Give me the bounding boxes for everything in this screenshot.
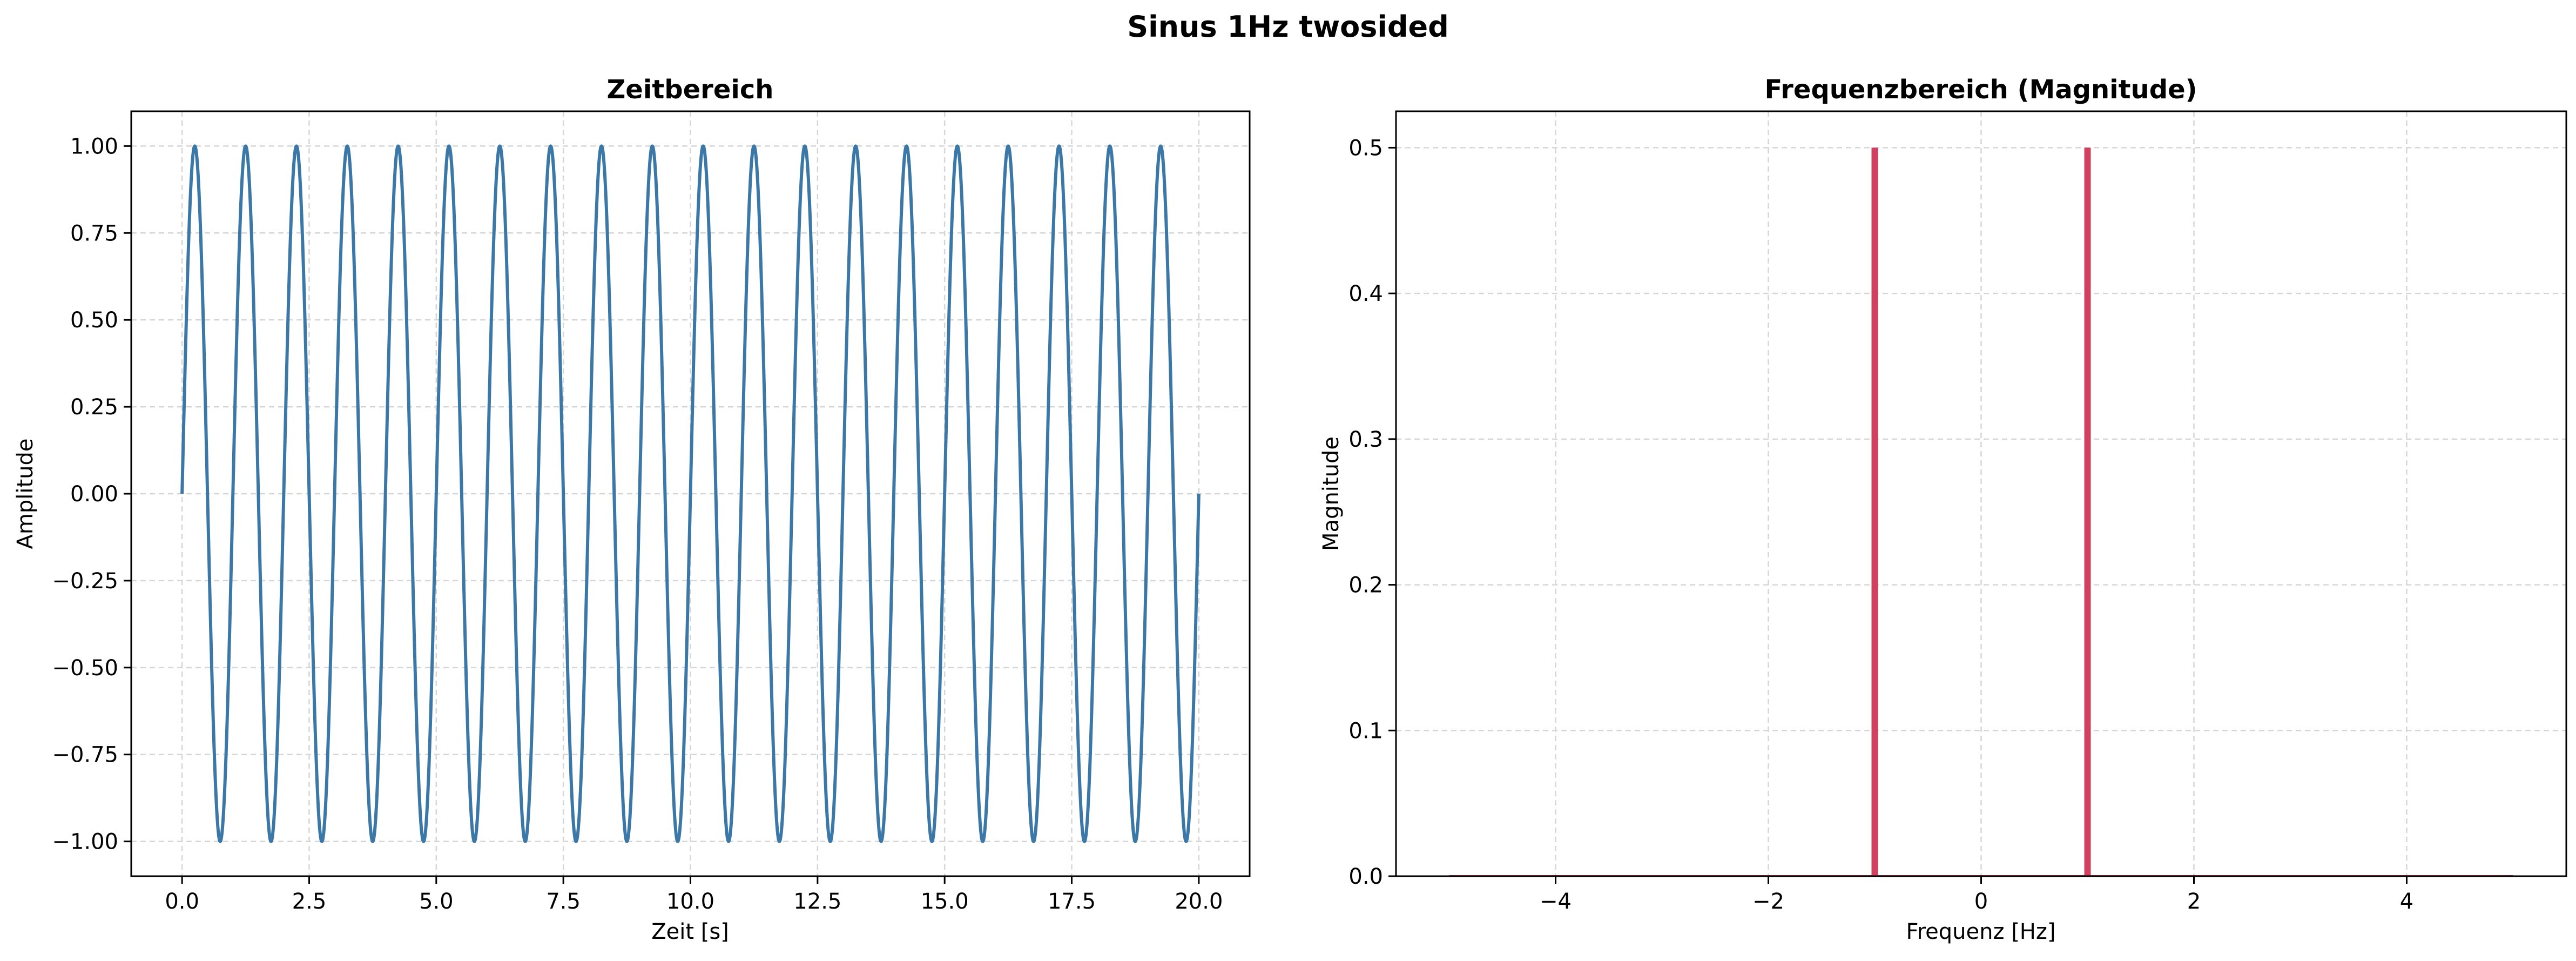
magnitude-peak-bar — [1871, 147, 1878, 876]
time-domain-x-tick-label: 17.5 — [1048, 889, 1096, 914]
time-domain-y-tick-label: −1.00 — [52, 830, 118, 855]
time-domain-x-tick-label: 12.5 — [793, 889, 841, 914]
frequency-domain-y-axis-label: Magnitude — [1319, 436, 1344, 551]
frequency-domain-x-tick-label: 4 — [2400, 889, 2413, 914]
time-domain-x-tick-label: 2.5 — [292, 889, 327, 914]
frequency-domain-x-tick-label: −2 — [1752, 889, 1784, 914]
frequency-domain-y-tick-label: 0.0 — [1348, 864, 1383, 889]
time-domain-title: Zeitbereich — [607, 75, 774, 105]
frequency-domain-title: Frequenzbereich (Magnitude) — [1764, 75, 2197, 105]
time-domain-y-tick-label: 1.00 — [70, 134, 118, 159]
time-domain-y-axis-label: Amplitude — [13, 439, 38, 549]
figure-title: Sinus 1Hz twosided — [1127, 10, 1449, 44]
time-domain-panel: Zeitbereich 0.0 2.5 5.0 7.5 10.0 12.5 15.0 17.5… — [13, 75, 1251, 944]
time-domain-y-tick-label: −0.75 — [52, 743, 118, 768]
time-domain-x-ticks: 0.0 2.5 5.0 7.5 10.0 12.5 15.0 17.5 20.0 — [165, 876, 1223, 914]
sine-wave-line — [180, 144, 1201, 843]
time-domain-x-axis-label: Zeit [s] — [651, 919, 729, 944]
time-domain-series — [180, 144, 1201, 843]
frequency-domain-x-tick-label: 2 — [2187, 889, 2201, 914]
time-domain-x-tick-label: 15.0 — [921, 889, 969, 914]
time-domain-y-tick-label: 0.00 — [70, 482, 118, 507]
time-domain-y-tick-label: −0.50 — [52, 656, 118, 681]
frequency-domain-y-tick-label: 0.5 — [1348, 136, 1383, 160]
time-domain-x-tick-label: 5.0 — [419, 889, 454, 914]
time-domain-y-tick-label: 0.75 — [70, 221, 118, 246]
frequency-domain-x-tick-label: −4 — [1540, 889, 1572, 914]
frequency-domain-x-ticks: −4 −2 0 2 4 — [1540, 876, 2413, 914]
time-domain-x-tick-label: 0.0 — [165, 889, 199, 914]
frequency-domain-y-tick-label: 0.4 — [1348, 281, 1383, 306]
time-domain-x-tick-label: 7.5 — [546, 889, 581, 914]
time-domain-y-tick-label: 0.25 — [70, 395, 118, 420]
frequency-domain-x-tick-label: 0 — [1974, 889, 1988, 914]
frequency-domain-y-tick-label: 0.2 — [1348, 573, 1383, 598]
frequency-domain-x-axis-label: Frequenz [Hz] — [1906, 919, 2056, 944]
frequency-domain-y-ticks: 0.0 0.1 0.2 0.3 0.4 0.5 — [1348, 136, 1396, 889]
frequency-domain-y-tick-label: 0.3 — [1348, 427, 1383, 452]
time-domain-x-tick-label: 10.0 — [666, 889, 714, 914]
frequency-domain-y-tick-label: 0.1 — [1348, 718, 1383, 743]
time-domain-y-ticks: −1.00 −0.75 −0.50 −0.25 0.00 0.25 0.50 0.75 1.00 — [52, 134, 131, 855]
time-domain-y-tick-label: −0.25 — [52, 569, 118, 594]
time-domain-y-tick-label: 0.50 — [70, 308, 118, 333]
frequency-domain-grid — [1396, 111, 2566, 877]
time-domain-x-tick-label: 20.0 — [1175, 889, 1223, 914]
frequency-domain-panel: Frequenzbereich (Magnitude) −4 −2 0 2 4 0.00… — [1319, 75, 2567, 944]
magnitude-peak-bar — [2084, 147, 2091, 876]
